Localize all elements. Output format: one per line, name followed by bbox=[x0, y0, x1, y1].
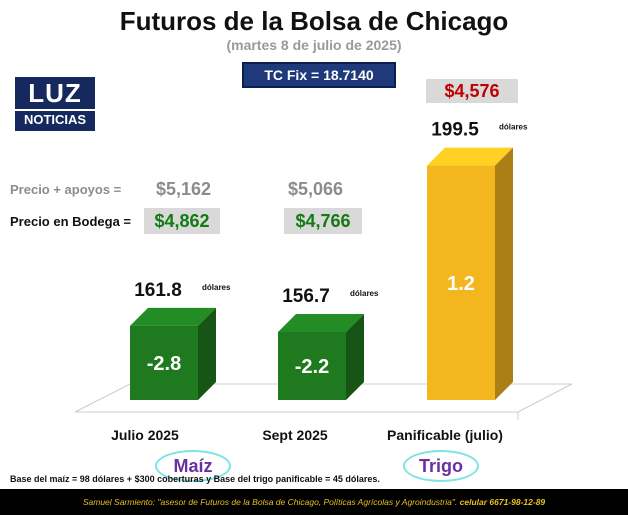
bar-0 bbox=[130, 325, 198, 400]
luz-noticias-logo: LUZ NOTICIAS bbox=[15, 77, 95, 131]
logo-line2: NOTICIAS bbox=[15, 109, 95, 129]
julio-bodega-value: $4,862 bbox=[144, 208, 220, 234]
bar-top-1 bbox=[278, 313, 364, 332]
bar-unit-label-1: dólares bbox=[350, 289, 379, 298]
bar-change-label-1: -2.2 bbox=[295, 356, 329, 378]
logo-line1: LUZ bbox=[28, 78, 82, 108]
precio-apoyos-label: Precio + apoyos = bbox=[10, 182, 122, 197]
trigo-price-box: $4,576 bbox=[426, 79, 518, 103]
bar-change-label-0: -2.8 bbox=[147, 353, 181, 375]
footnote: Base del maíz = 98 dólares + $300 cobert… bbox=[10, 474, 380, 484]
category-label-1: Sept 2025 bbox=[262, 427, 328, 443]
chart-title: Futuros de la Bolsa de Chicago bbox=[119, 6, 509, 36]
julio-apoyos-value: $5,162 bbox=[156, 179, 212, 199]
precio-bodega-label: Precio en Bodega = bbox=[10, 214, 132, 229]
bar-top-2 bbox=[427, 147, 513, 166]
tc-fix-badge: TC Fix = 18.7140 bbox=[242, 62, 396, 88]
bar-side-2 bbox=[495, 147, 513, 400]
bar-top-0 bbox=[130, 307, 216, 326]
footer-text: Samuel Sarmiento: "asesor de Futuros de … bbox=[82, 497, 458, 507]
footer-bar: Samuel Sarmiento: "asesor de Futuros de … bbox=[0, 489, 628, 515]
bar-change-label-2: 1.2 bbox=[447, 273, 475, 295]
bar-value-label-2: 199.5 bbox=[431, 120, 479, 141]
category-label-2: Panificable (julio) bbox=[387, 427, 503, 443]
bar-side-1 bbox=[346, 313, 364, 400]
bar-unit-label-0: dólares bbox=[202, 283, 231, 292]
bar-side-0 bbox=[198, 307, 216, 400]
bar-2 bbox=[427, 165, 495, 400]
footer-phone: celular 6671-98-12-89 bbox=[459, 497, 546, 507]
bar-value-label-1: 156.7 bbox=[282, 286, 330, 307]
bar-1 bbox=[278, 331, 346, 400]
bar-unit-label-2: dólares bbox=[499, 123, 528, 132]
maiz-group-label: Maíz bbox=[155, 450, 231, 482]
sept-apoyos-value: $5,066 bbox=[288, 179, 344, 199]
category-label-0: Julio 2025 bbox=[111, 427, 179, 443]
bar-value-label-0: 161.8 bbox=[134, 280, 182, 301]
trigo-group-label: Trigo bbox=[403, 450, 479, 482]
chart-subtitle: (martes 8 de julio de 2025) bbox=[226, 37, 402, 53]
sept-bodega-value: $4,766 bbox=[284, 208, 362, 234]
